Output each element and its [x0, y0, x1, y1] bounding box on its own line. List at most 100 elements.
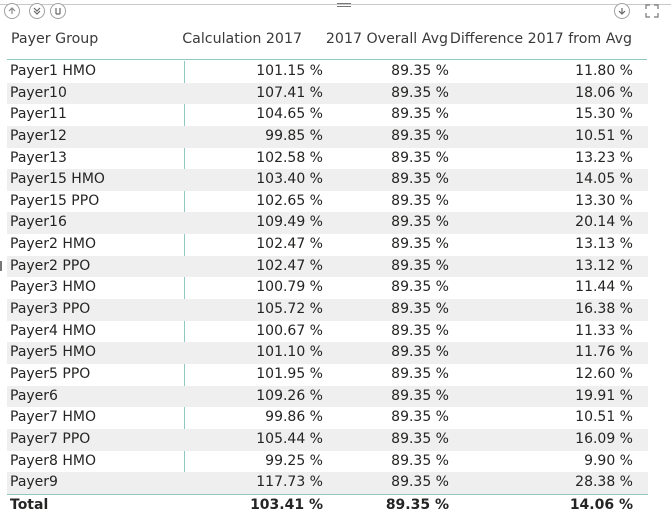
column-header-payer-group[interactable]: Payer Group	[11, 31, 99, 47]
cell-payer-group: Payer11	[10, 106, 67, 123]
table-visual: Payer Group Calculation 2017 2017 Overal…	[0, 27, 648, 513]
table-row[interactable]: Payer9 117.73 % 89.35 % 28.38 %	[7, 472, 648, 494]
cell-calculation-2017: 109.26 %	[256, 387, 323, 404]
drag-grip-icon[interactable]	[337, 3, 351, 11]
cell-difference: 11.80 %	[575, 63, 633, 79]
cell-calculation-2017: 102.65 %	[256, 192, 323, 209]
cell-overall-avg: 89.35 %	[391, 322, 449, 339]
cell-calculation-2017: 101.10 %	[256, 344, 323, 361]
table-row[interactable]: Payer15 HMO 103.40 % 89.35 % 14.05 %	[7, 169, 648, 191]
table-row[interactable]: Payer16 109.49 % 89.35 % 20.14 %	[7, 212, 648, 235]
cell-difference: 19.91 %	[575, 387, 633, 404]
cell-calculation-2017: 105.44 %	[256, 430, 323, 447]
cell-payer-group: Payer5 HMO	[10, 344, 97, 361]
cell-calculation-2017: 99.85 %	[265, 127, 323, 144]
cell-difference: 11.33 %	[575, 322, 633, 339]
cell-payer-group: Payer15 PPO	[10, 192, 100, 209]
expand-all-down-icon[interactable]	[29, 3, 45, 19]
total-cell-difference: 14.06 %	[569, 496, 633, 513]
cell-overall-avg: 89.35 %	[391, 279, 449, 296]
cell-overall-avg: 89.35 %	[391, 214, 449, 231]
cell-calculation-2017: 109.49 %	[256, 214, 323, 231]
cell-payer-group: Payer1 HMO	[10, 63, 97, 79]
table-row[interactable]: Payer2 HMO 102.47 % 89.35 % 13.13 %	[7, 234, 648, 256]
table-body: Payer1 HMO 101.15 % 89.35 % 11.80 % Payer10 1…	[7, 61, 648, 515]
visual-header	[0, 0, 671, 22]
cell-difference: 18.06 %	[575, 84, 633, 101]
cell-payer-group: Payer7 PPO	[10, 430, 91, 447]
cell-calculation-2017: 99.25 %	[265, 452, 323, 469]
cell-overall-avg: 89.35 %	[391, 192, 449, 209]
cell-payer-group: Payer5 PPO	[10, 365, 91, 382]
cell-payer-group: Payer3 PPO	[10, 301, 91, 318]
table-row[interactable]: Payer8 HMO 99.25 % 89.35 % 9.90 %	[7, 451, 648, 473]
header-divider	[0, 4, 671, 5]
table-row[interactable]: Payer15 PPO 102.65 % 89.35 % 13.30 %	[7, 191, 648, 213]
drill-down-icon[interactable]	[614, 3, 630, 19]
cell-overall-avg: 89.35 %	[391, 365, 449, 382]
cell-difference: 13.23 %	[575, 149, 633, 166]
cell-difference: 13.13 %	[575, 236, 633, 253]
cell-payer-group: Payer12	[10, 127, 67, 144]
column-header-difference[interactable]: Difference 2017 from Avg	[449, 31, 632, 47]
cell-overall-avg: 89.35 %	[391, 127, 449, 144]
cell-overall-avg: 89.35 %	[391, 344, 449, 361]
cell-calculation-2017: 117.73 %	[256, 474, 323, 491]
cell-calculation-2017: 100.79 %	[256, 279, 323, 296]
cell-difference: 11.76 %	[575, 344, 633, 361]
focus-mode-icon[interactable]	[644, 3, 660, 19]
cell-overall-avg: 89.35 %	[391, 84, 449, 101]
cell-calculation-2017: 103.40 %	[256, 171, 323, 188]
cell-calculation-2017: 107.41 %	[256, 84, 323, 101]
cell-difference: 16.09 %	[575, 430, 633, 447]
table-row[interactable]: Payer7 HMO 99.86 % 89.35 % 10.51 %	[7, 407, 648, 429]
cell-difference: 16.38 %	[575, 301, 633, 318]
column-header-overall-avg[interactable]: 2017 Overall Avg	[325, 31, 448, 47]
cell-payer-group: Payer6	[10, 387, 58, 404]
cell-overall-avg: 89.35 %	[391, 106, 449, 123]
column-divider	[184, 61, 185, 494]
cell-difference: 9.90 %	[584, 452, 633, 469]
cell-difference: 13.12 %	[575, 257, 633, 274]
cell-calculation-2017: 105.72 %	[256, 301, 323, 318]
table-row[interactable]: Payer13 102.58 % 89.35 % 13.23 %	[7, 148, 648, 170]
cell-calculation-2017: 100.67 %	[256, 322, 323, 339]
table-row[interactable]: Payer12 99.85 % 89.35 % 10.51 %	[7, 125, 648, 148]
go-to-next-level-icon[interactable]	[50, 3, 66, 19]
cell-payer-group: Payer4 HMO	[10, 322, 97, 339]
cell-payer-group: Payer3 HMO	[10, 279, 97, 296]
cell-calculation-2017: 104.65 %	[256, 106, 323, 123]
cell-overall-avg: 89.35 %	[391, 301, 449, 318]
table-row[interactable]: Payer2 PPO 102.47 % 89.35 % 13.12 %	[7, 255, 648, 278]
cell-payer-group: Payer2 PPO	[10, 257, 91, 274]
cell-calculation-2017: 102.58 %	[256, 149, 323, 166]
table-row[interactable]: Payer6 109.26 % 89.35 % 19.91 %	[7, 385, 648, 408]
table-row[interactable]: Payer10 107.41 % 89.35 % 18.06 %	[7, 82, 648, 105]
table-row[interactable]: Payer11 104.65 % 89.35 % 15.30 %	[7, 104, 648, 126]
cell-overall-avg: 89.35 %	[391, 452, 449, 469]
cell-difference: 10.51 %	[575, 409, 633, 426]
column-header-calculation-2017[interactable]: Calculation 2017	[182, 31, 302, 47]
cell-calculation-2017: 101.15 %	[256, 63, 323, 79]
cell-payer-group: Payer9	[10, 474, 58, 491]
table-row[interactable]: Payer1 HMO 101.15 % 89.35 % 11.80 %	[7, 61, 648, 83]
cell-payer-group: Payer2 HMO	[10, 236, 97, 253]
cell-difference: 13.30 %	[575, 192, 633, 209]
table-row[interactable]: Payer5 HMO 101.10 % 89.35 % 11.76 %	[7, 342, 648, 364]
drill-up-icon[interactable]	[4, 3, 20, 19]
cell-difference: 14.05 %	[575, 171, 633, 188]
cell-overall-avg: 89.35 %	[391, 63, 449, 79]
cell-overall-avg: 89.35 %	[391, 257, 449, 274]
table-row[interactable]: Payer7 PPO 105.44 % 89.35 % 16.09 %	[7, 428, 648, 451]
cell-difference: 28.38 %	[575, 474, 633, 491]
resize-handle[interactable]	[0, 261, 2, 271]
table-row[interactable]: Payer5 PPO 101.95 % 89.35 % 12.60 %	[7, 364, 648, 386]
cell-difference: 11.44 %	[575, 279, 633, 296]
table-row[interactable]: Payer3 HMO 100.79 % 89.35 % 11.44 %	[7, 277, 648, 299]
cell-payer-group: Payer7 HMO	[10, 409, 97, 426]
cell-calculation-2017: 99.86 %	[265, 409, 323, 426]
table-row[interactable]: Payer4 HMO 100.67 % 89.35 % 11.33 %	[7, 321, 648, 343]
table-row[interactable]: Payer3 PPO 105.72 % 89.35 % 16.38 %	[7, 299, 648, 321]
cell-overall-avg: 89.35 %	[391, 430, 449, 447]
cell-payer-group: Payer13	[10, 149, 67, 166]
